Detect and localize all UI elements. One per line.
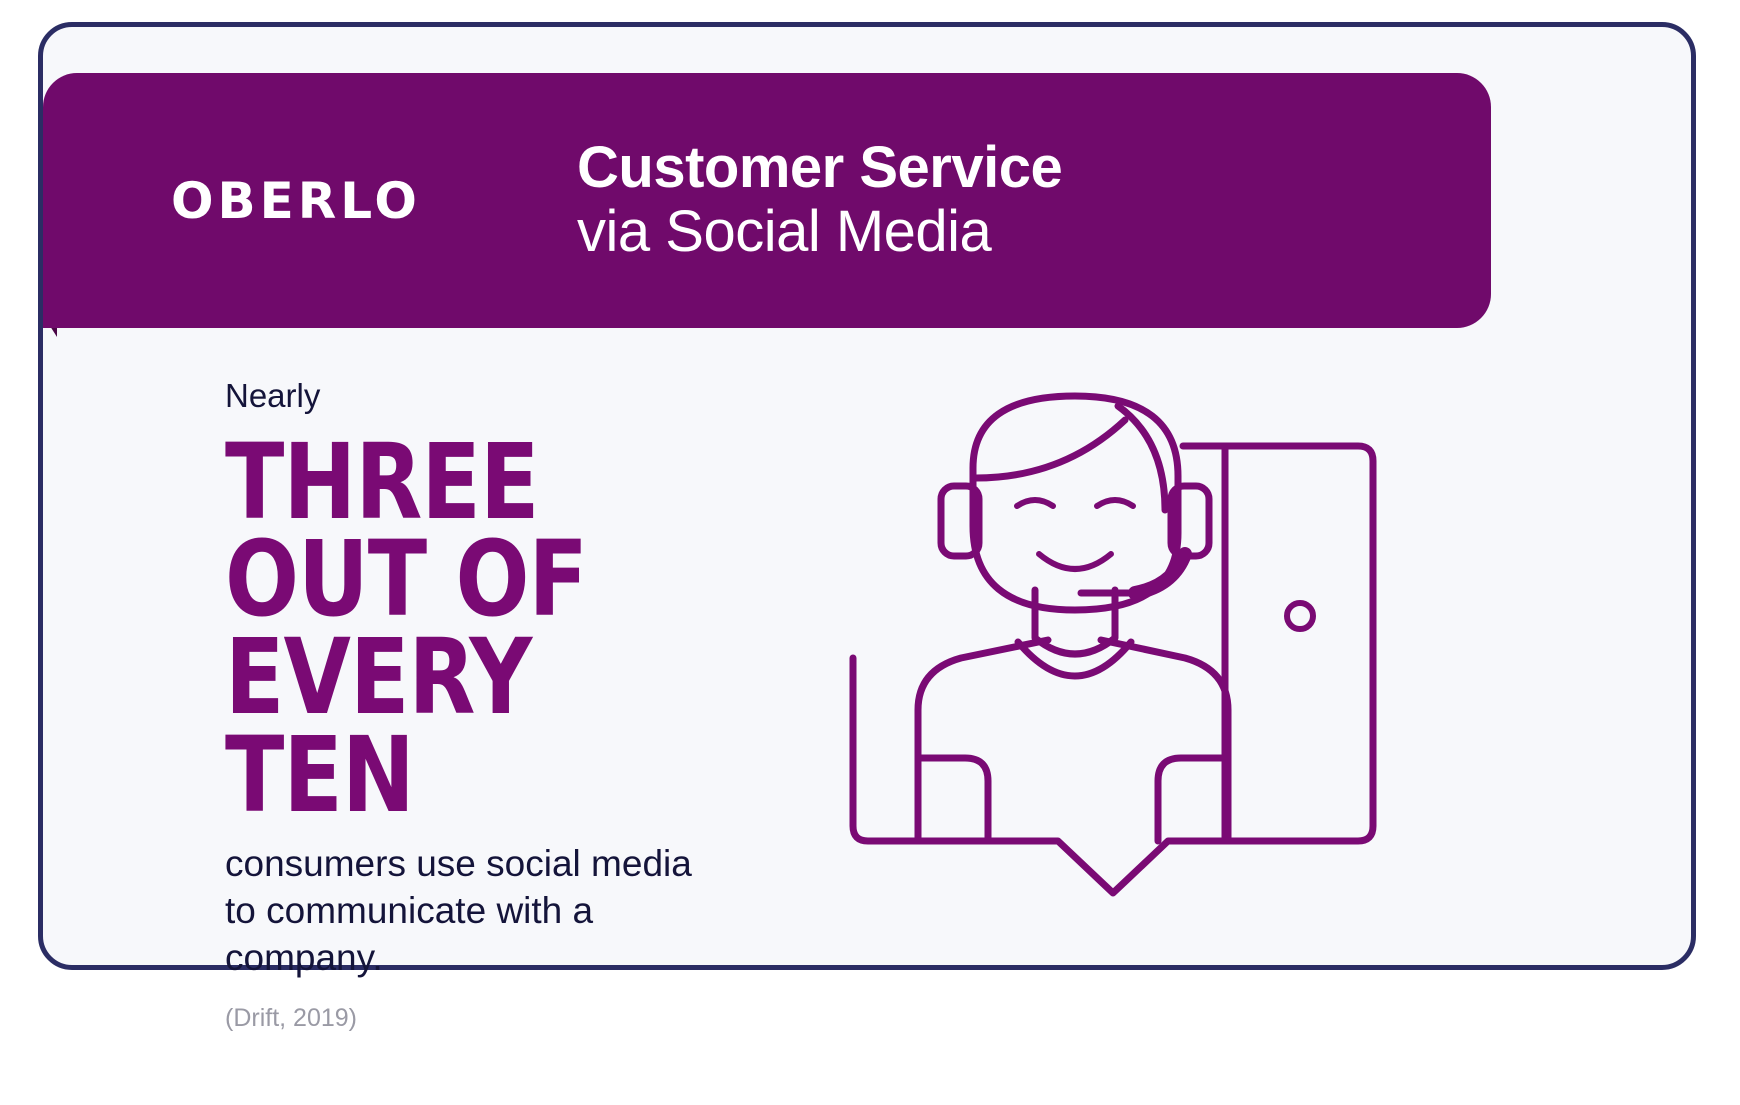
card-body: Nearly THREE OUT OF EVERY TEN consumers …: [43, 328, 1691, 1032]
agent-hair: [972, 402, 1169, 514]
speech-bubble: [849, 654, 1287, 897]
stat-description: consumers use social media to communicat…: [225, 842, 692, 978]
oberlo-logo: OBERLO: [171, 171, 421, 230]
agent-neck: [1031, 586, 1119, 658]
agent-headset: [937, 482, 1213, 600]
agent-head: [969, 392, 1182, 614]
agent-smile: [1036, 551, 1114, 572]
phone-home-button: [1284, 600, 1316, 632]
stat-headline: THREE OUT OF EVERY TEN: [225, 420, 588, 836]
illustration-customer-service: [813, 358, 1433, 928]
header-title: Customer Service via Social Media: [577, 134, 1063, 266]
stat-eyebrow: Nearly: [225, 377, 321, 414]
agent-body: [914, 636, 1232, 845]
infographic-card: OBERLO Customer Service via Social Media…: [38, 22, 1696, 1032]
header-banner: OBERLO Customer Service via Social Media: [43, 73, 1491, 328]
stat-source-citation: (Drift, 2019): [225, 1003, 357, 1032]
header-title-line-1: Customer Service: [577, 134, 1063, 200]
header-title-line-2: via Social Media: [577, 199, 992, 265]
agent-eyes: [1014, 497, 1136, 509]
stat-text-column: Nearly THREE OUT OF EVERY TEN consumers …: [225, 376, 785, 1033]
